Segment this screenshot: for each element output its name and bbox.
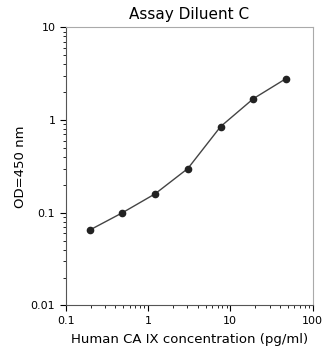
Y-axis label: OD=450 nm: OD=450 nm bbox=[14, 125, 26, 208]
X-axis label: Human CA IX concentration (pg/ml): Human CA IX concentration (pg/ml) bbox=[71, 333, 308, 346]
Title: Assay Diluent C: Assay Diluent C bbox=[129, 7, 249, 22]
